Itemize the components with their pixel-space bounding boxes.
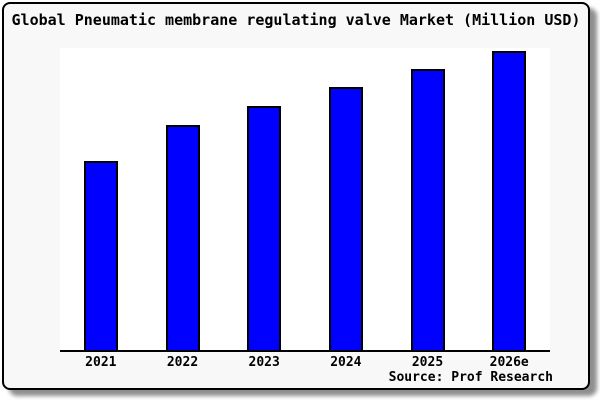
plot-area (60, 48, 550, 352)
x-tick-label-2023: 2023 (248, 355, 280, 370)
bar-slot-2025 (387, 48, 469, 350)
x-tick-label-2022: 2022 (166, 355, 199, 370)
source-caption: Source: Prof Research (388, 370, 553, 385)
bar-2023 (247, 106, 282, 350)
x-axis-tick-labels: 2021 2022 2023 2024 2025 2026e (60, 355, 550, 370)
bar-slot-2023 (223, 48, 305, 350)
bar-2024 (328, 87, 363, 350)
x-tick-label-2024: 2024 (330, 355, 362, 370)
bar-2025 (410, 69, 445, 350)
bar-2022 (165, 125, 200, 350)
bars-container (60, 48, 550, 350)
bar-2021 (83, 161, 118, 350)
bar-slot-2024 (305, 48, 387, 350)
chart-card: Global Pneumatic membrane regulating val… (2, 2, 590, 390)
x-tick-label-2025: 2025 (411, 355, 444, 370)
bar-slot-2021 (60, 48, 142, 350)
bar-slot-2022 (142, 48, 224, 350)
x-tick-label-2021: 2021 (85, 355, 117, 370)
x-tick-label-2026e: 2026e (489, 355, 529, 370)
chart-title: Global Pneumatic membrane regulating val… (11, 11, 581, 29)
bar-slot-2026e (468, 48, 550, 350)
bar-2026e (492, 51, 527, 350)
